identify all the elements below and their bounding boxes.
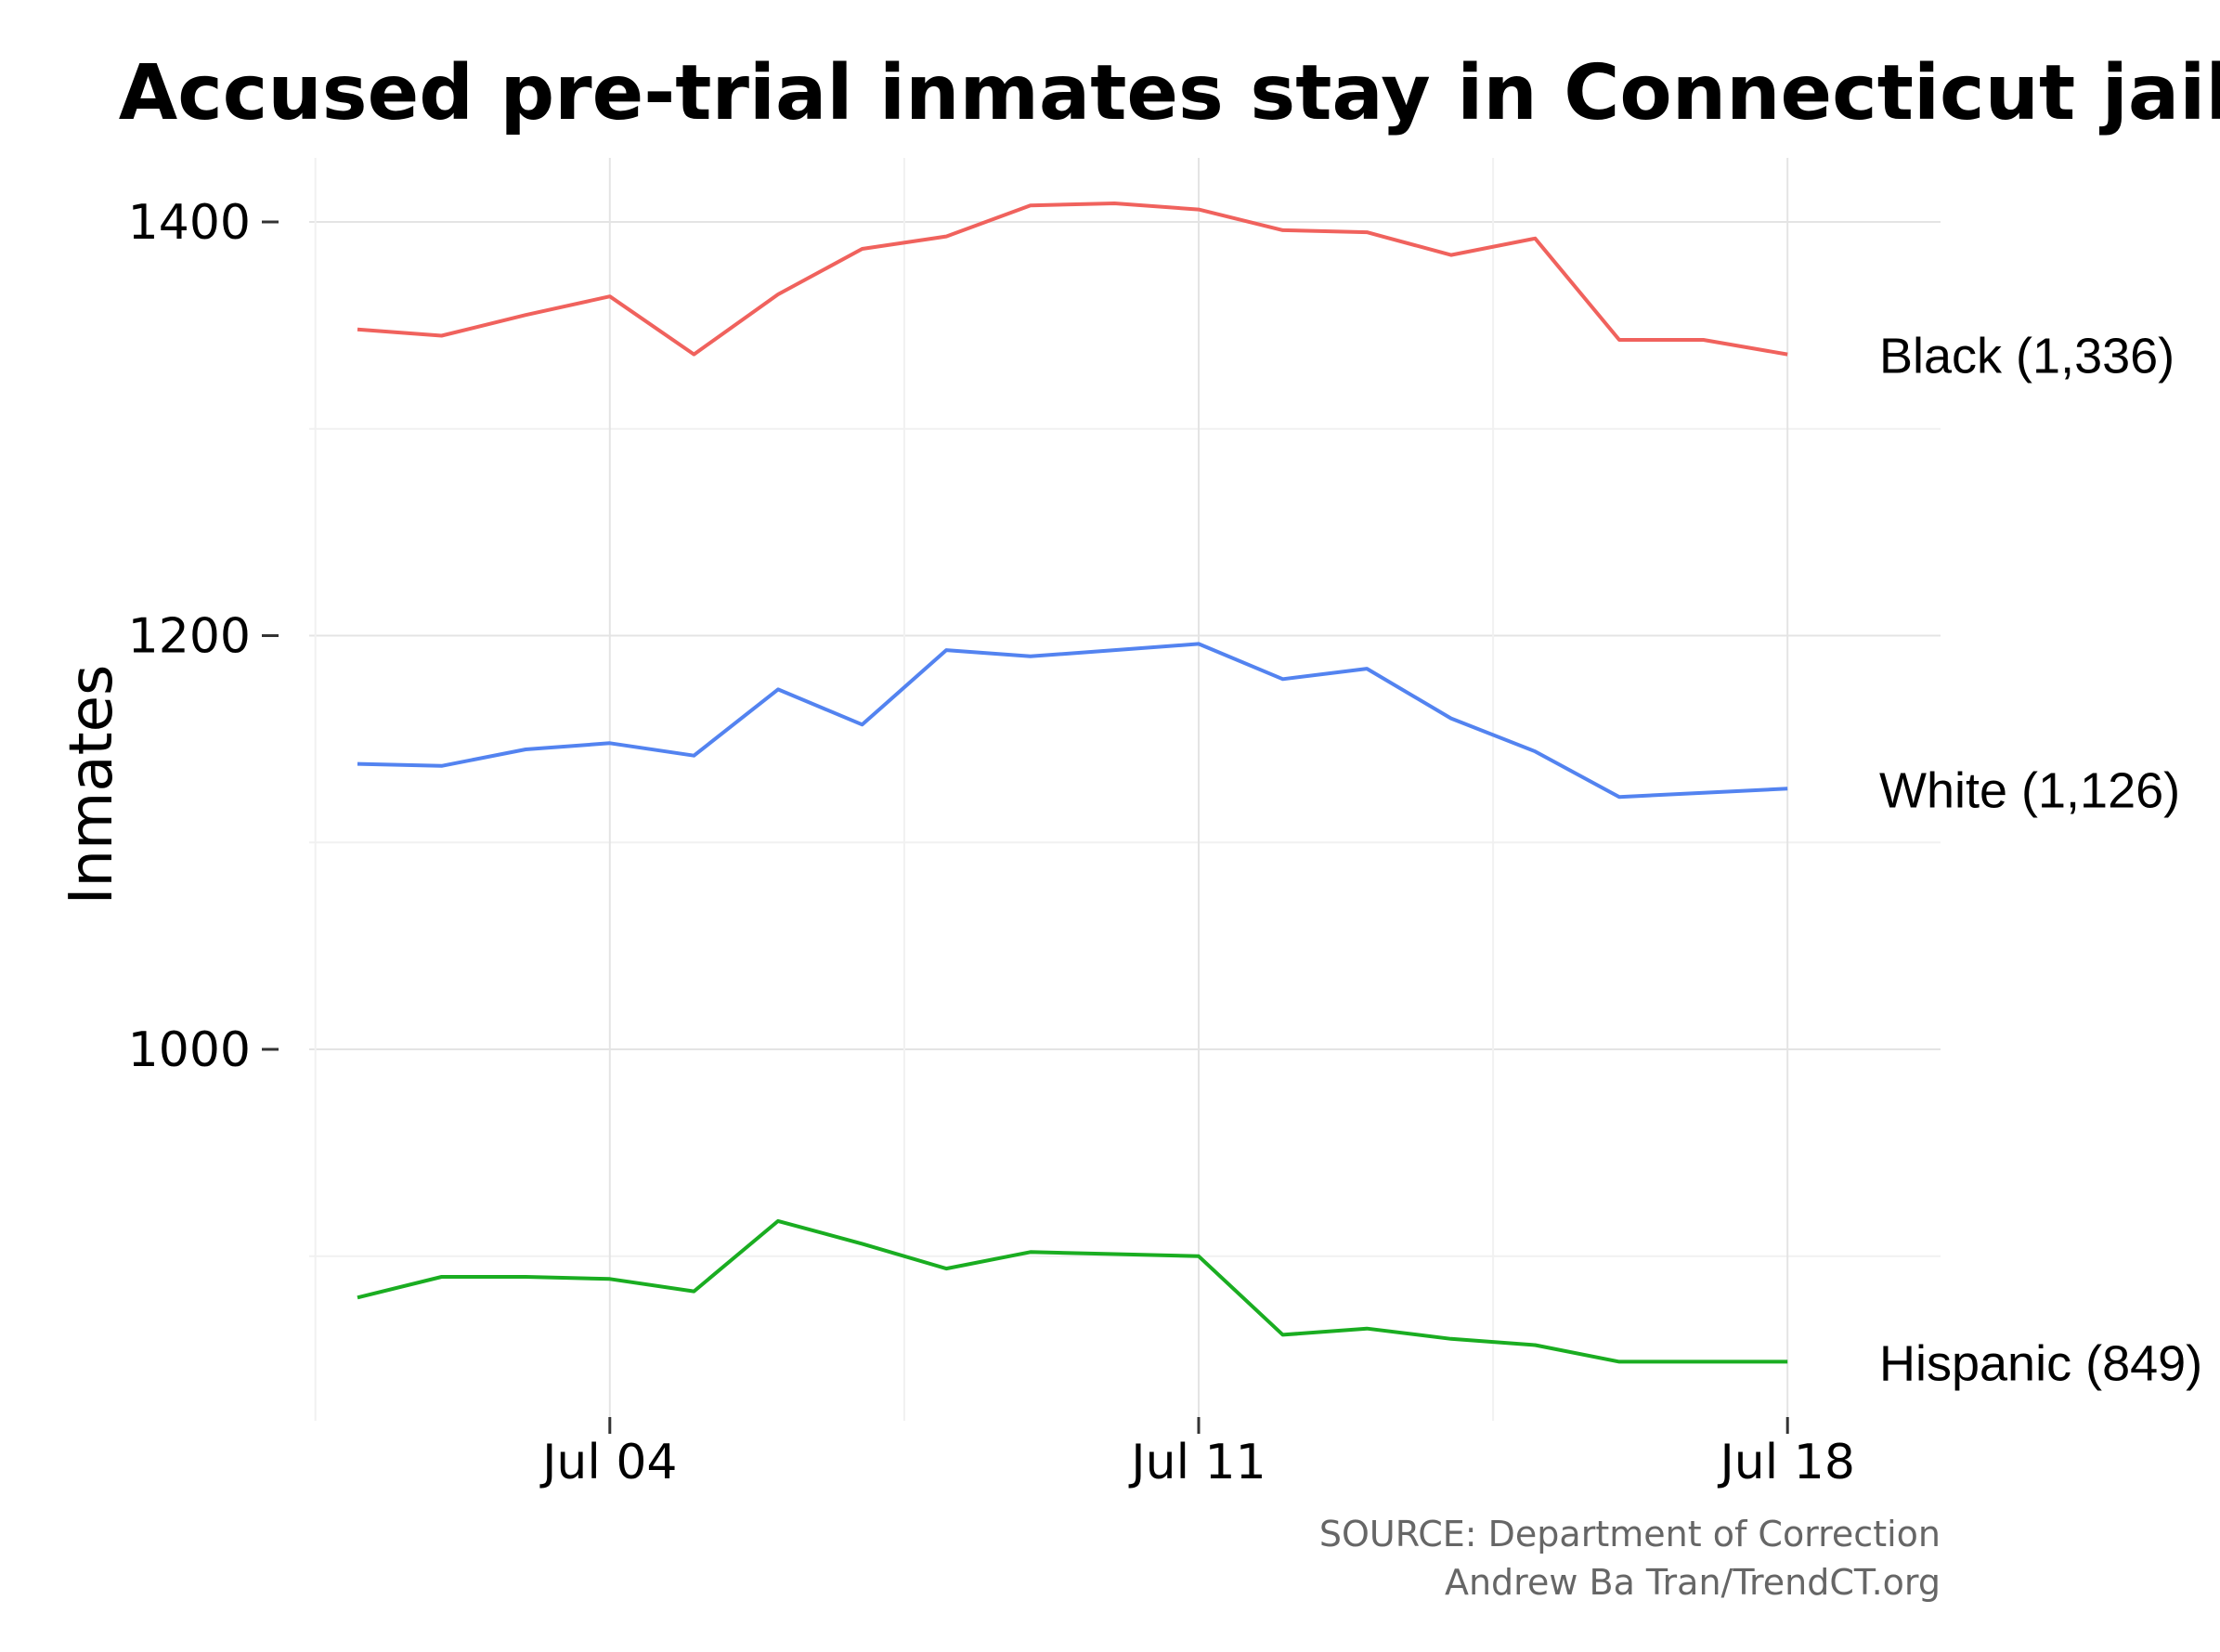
x-tick-label: Jul 04: [539, 1435, 677, 1490]
series-labels: Black (1,336) White (1,126) Hispanic (849): [1879, 329, 2202, 1392]
source-caption: SOURCE: Department of Correction: [1319, 1514, 1941, 1554]
y-tick-label: 1400: [128, 195, 251, 251]
series-label: Black (1,336): [1879, 329, 2175, 384]
series-label: White (1,126): [1879, 762, 2180, 818]
series-line: [357, 642, 1788, 800]
x-tick-label: Jul 18: [1717, 1435, 1854, 1490]
series-lines: [357, 202, 1788, 1364]
x-tick-label: Jul 11: [1128, 1435, 1266, 1490]
x-axis: Jul 04 Jul 11 Jul 18: [539, 1417, 1855, 1490]
y-axis: 1000 1200 1400: [128, 195, 279, 1078]
grid: [309, 158, 1941, 1421]
series-line: [357, 202, 1788, 357]
series-line: [357, 1218, 1788, 1364]
y-tick-label: 1200: [128, 609, 251, 665]
author-caption: Andrew Ba Tran/TrendCT.org: [1445, 1562, 1941, 1603]
y-axis-label: Inmates: [58, 665, 126, 905]
y-tick-label: 1000: [128, 1022, 251, 1078]
series-label: Hispanic (849): [1879, 1335, 2202, 1391]
chart-title: Accused pre-trial inmates stay in Connec…: [119, 49, 2220, 137]
